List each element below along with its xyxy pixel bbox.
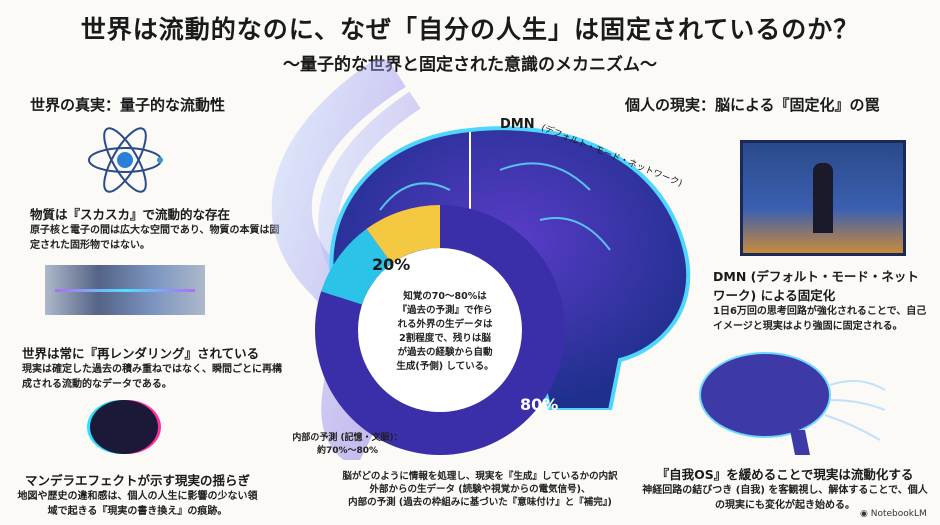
- dmn-label: DMN: [500, 117, 535, 132]
- donut-hole: [358, 248, 522, 412]
- donut-label-20: 20%: [372, 255, 411, 274]
- caption-line: 脳がどのように情報を処理し、現実を『生成』しているかの内訳: [342, 471, 618, 482]
- donut-chart: [314, 205, 565, 455]
- donut-segment-internal: [314, 205, 565, 455]
- brand-label: NotebookLM: [870, 509, 927, 519]
- donut-segment-external: [321, 228, 392, 305]
- notebooklm-brand: ◉ NotebookLM: [860, 509, 927, 519]
- right-heading: 個人の現実：脳による『固定化』の罠: [625, 96, 880, 114]
- donut-segment-external: [366, 205, 440, 264]
- caption-line: 外部からの生データ (読験や視覚からの電気信号)、: [369, 484, 591, 495]
- item-title: マンデラエフェクトが示す現実の揺らぎ: [24, 473, 250, 488]
- room-icon: [740, 140, 906, 256]
- item-body: 1日6万回の思考回路が強化されることで、自己イメージと現実はより強固に固定される…: [713, 306, 927, 332]
- item-body: 神経回路の結びつき (自我) を客観視し、解体することで、個人の現実にも変化が起…: [642, 485, 928, 511]
- donut-center-text: 知覚の70〜80%は『過去の予測』で作られる外界の生データは2割程度で、残りは脳…: [396, 291, 494, 372]
- item-body: 現実は確定した過去の積み重ねではなく、瞬間ごとに再構成される流動的なデータである…: [22, 364, 282, 390]
- brain-icon: [699, 352, 886, 455]
- atom-icon: [88, 127, 163, 193]
- internal-value: 約70%〜80%: [316, 446, 379, 456]
- screens-icon: [45, 255, 205, 325]
- item-body: 原子核と電子の間は広大な空間であり、物質の本質は固定された固形物ではない。: [30, 225, 280, 251]
- page-title: 世界は流動的なのに、なぜ「自分の人生」は固定されているのか？: [80, 15, 860, 44]
- internal-label: 内部の予測 (記憶・文脈)：: [292, 433, 403, 443]
- item-title: DMN (デフォルト・モード・ネットワーク) による固定化: [713, 269, 919, 303]
- item-title: 物質は『スカスカ』で流動的な存在: [30, 207, 231, 222]
- left-heading: 世界の真実：量子的な流動性: [30, 96, 226, 114]
- caption-line: 内部の予測 (過去の枠組みに基づいた『意味付け』と『補完』): [348, 497, 612, 508]
- item-title: 『自我OS』を緩めることで現実は流動化する: [656, 467, 914, 482]
- page-subtitle: 〜量子的な世界と固定された意識のメカニズム〜: [283, 55, 657, 75]
- donut-label-80: 80%: [520, 395, 559, 414]
- item-title: 世界は常に『再レンダリング』されている: [22, 346, 260, 361]
- item-body: 地図や歴史の違和感は、個人の人生に影響の少ない領域で起きる『現実の書き換え』の痕…: [17, 491, 258, 517]
- glitch-icon: [90, 400, 158, 454]
